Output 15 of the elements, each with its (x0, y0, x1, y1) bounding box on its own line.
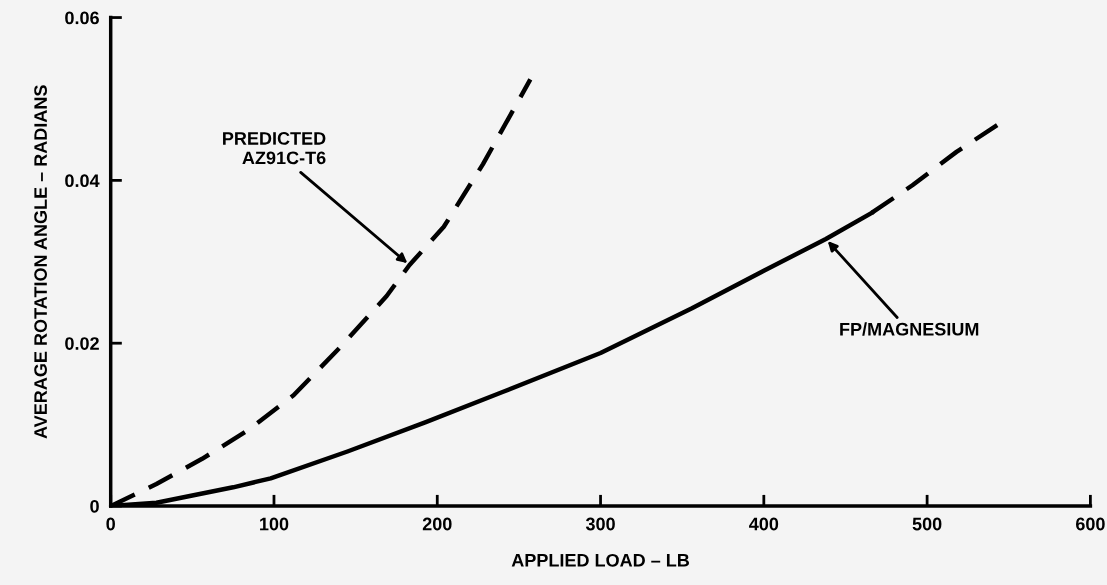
y-axis-title: AVERAGE ROTATION ANGLE – RADIANS (34, 85, 47, 439)
annotation: PREDICTED AZ91C-T6 (223, 132, 326, 165)
x-tick-label: 400 (749, 517, 779, 531)
y-tick-label: 0 (90, 499, 99, 513)
x-tick-label: 0 (106, 517, 115, 531)
x-tick-label: 600 (1075, 517, 1105, 531)
y-tick-label: 0.04 (65, 174, 100, 188)
x-tick-label: 200 (422, 517, 452, 531)
annotation: FP/MAGNESIUM (840, 322, 979, 336)
x-axis-title: APPLIED LOAD – LB (511, 553, 690, 567)
y-tick-label: 0.02 (65, 337, 99, 350)
y-tick-label: 0.06 (65, 11, 99, 25)
x-tick-label: 100 (260, 517, 289, 531)
x-tick-label: 300 (585, 517, 615, 531)
x-tick-label: 500 (912, 517, 942, 531)
